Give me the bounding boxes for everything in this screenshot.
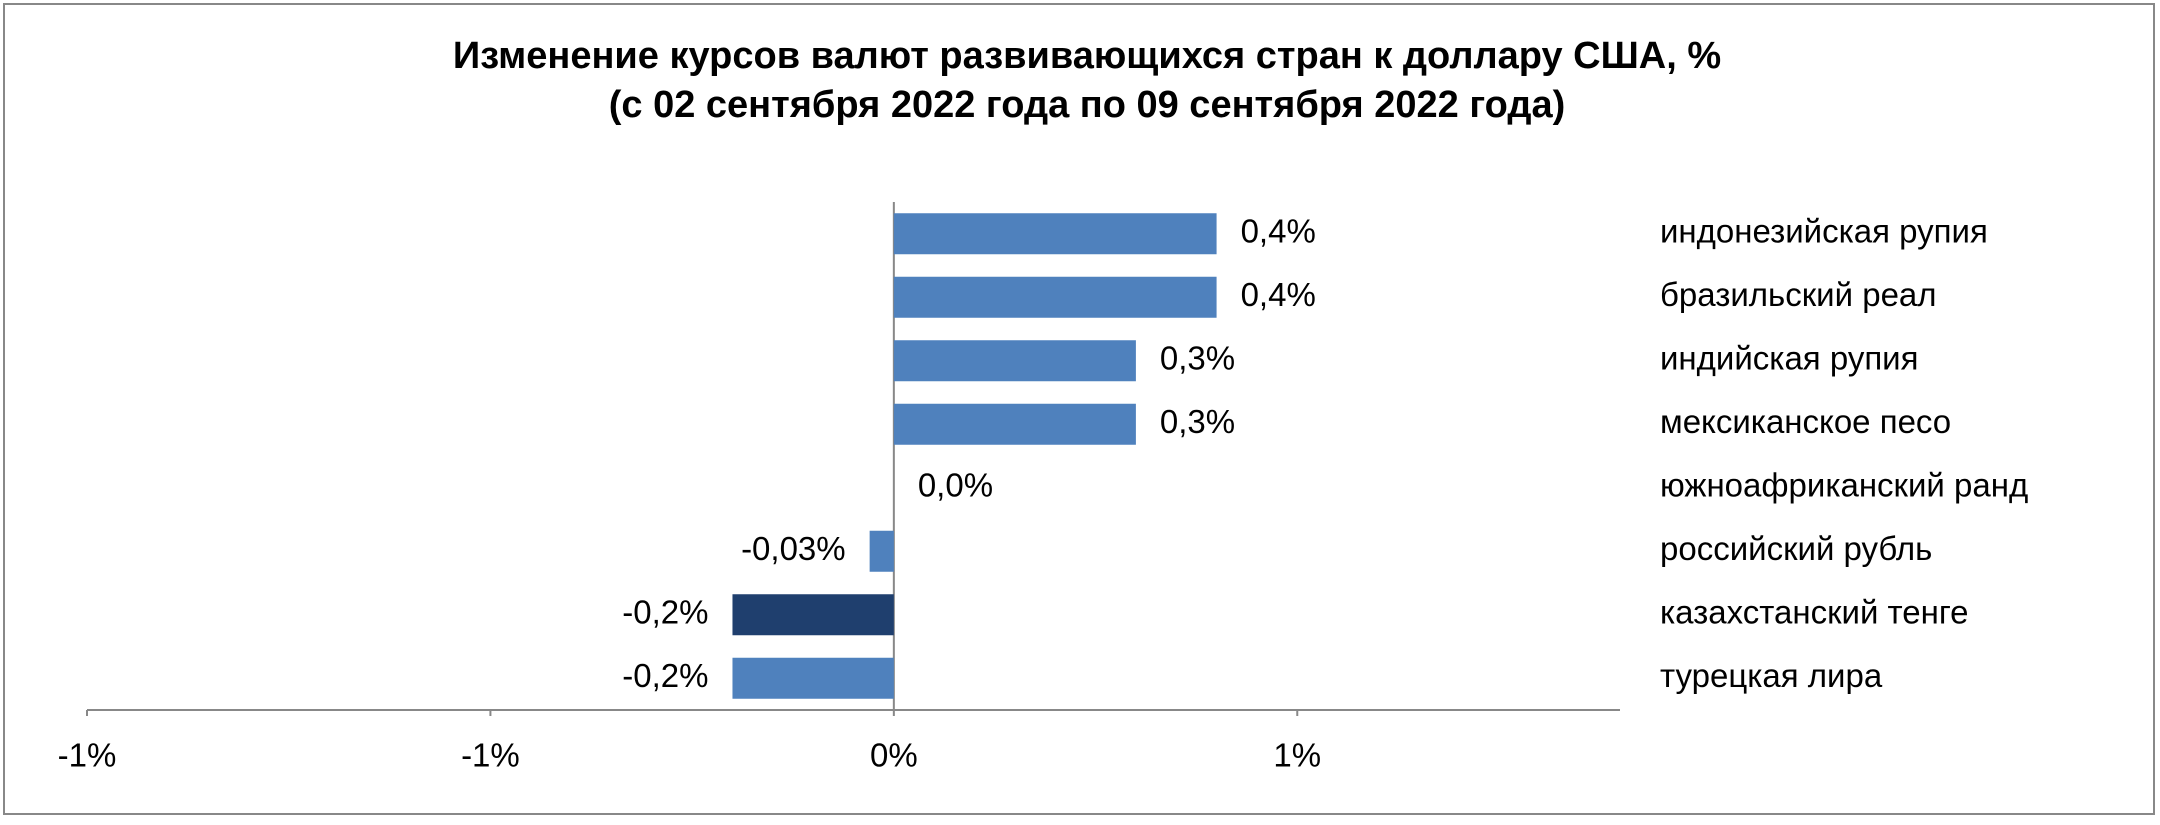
value-label: 0,4% xyxy=(1241,212,1316,249)
x-tick-label: 1% xyxy=(1273,737,1321,774)
value-label: -0,2% xyxy=(622,593,708,630)
x-tick-label: -1% xyxy=(58,737,117,774)
bar xyxy=(732,594,894,636)
x-tick-label: -1% xyxy=(461,737,520,774)
category-label: индийская рупия xyxy=(1660,339,1919,376)
category-label: индонезийская рупия xyxy=(1660,212,1988,249)
chart-title: Изменение курсов валют развивающихся стр… xyxy=(453,35,1721,77)
value-label: 0,3% xyxy=(1160,339,1235,376)
value-label: 0,3% xyxy=(1160,403,1235,440)
category-label: южноафриканский ранд xyxy=(1660,466,2028,503)
value-label: -0,2% xyxy=(622,657,708,694)
value-label: 0,4% xyxy=(1241,276,1316,313)
category-label: турецкая лира xyxy=(1660,657,1883,694)
x-tick-label: 0% xyxy=(870,737,918,774)
bar xyxy=(869,530,894,572)
category-label: казахстанский тенге xyxy=(1660,593,1969,630)
bar xyxy=(893,276,1217,318)
bar xyxy=(893,213,1217,255)
category-label: мексиканское песо xyxy=(1660,403,1951,440)
value-label: -0,03% xyxy=(741,530,846,567)
category-label: российский рубль xyxy=(1660,530,1932,567)
chart-subtitle: (с 02 сентября 2022 года по 09 сентября … xyxy=(609,84,1566,126)
bar xyxy=(893,340,1136,382)
bar xyxy=(732,657,894,699)
value-label: 0,0% xyxy=(918,466,993,503)
category-label: бразильский реал xyxy=(1660,276,1937,313)
bar xyxy=(893,403,1136,445)
